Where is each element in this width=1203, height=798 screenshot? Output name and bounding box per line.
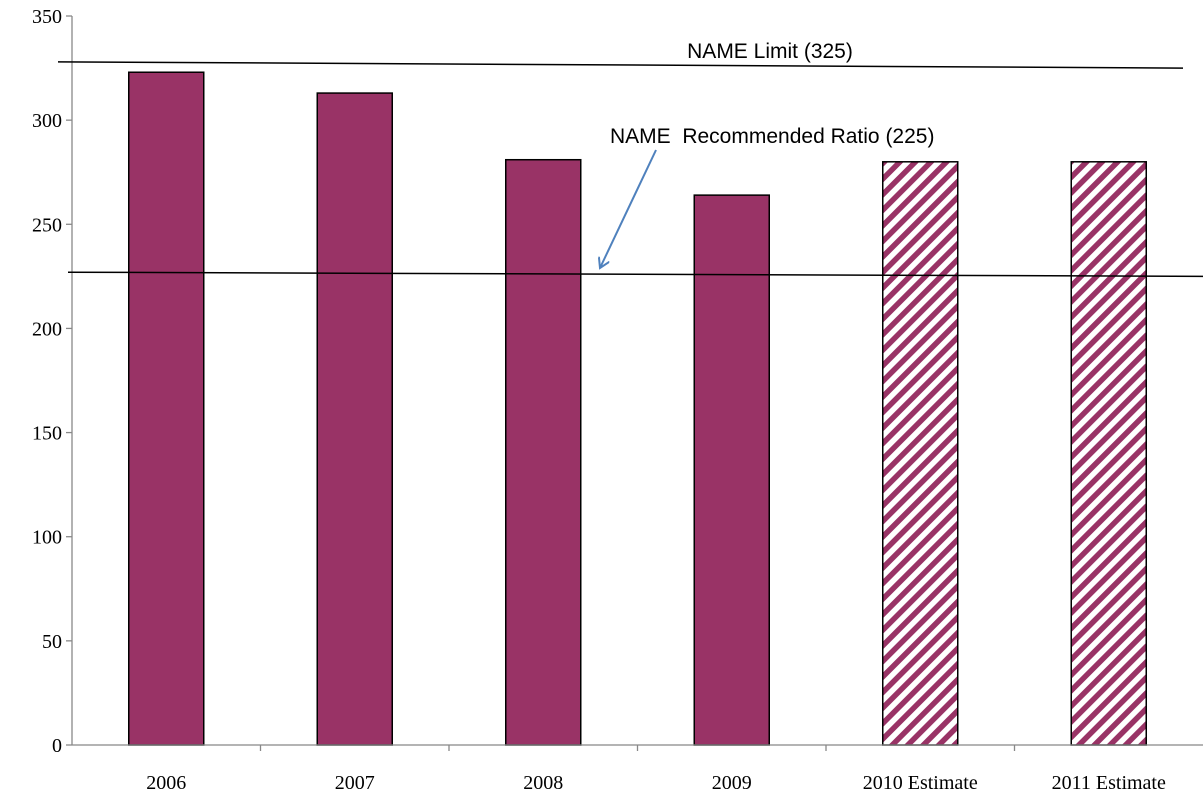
y-tick-label: 50 bbox=[42, 631, 62, 653]
x-tick-label: 2011 Estimate bbox=[1052, 772, 1166, 794]
x-tick-label: 2010 Estimate bbox=[863, 772, 978, 794]
annotation-arrow bbox=[600, 149, 657, 268]
y-tick-label: 350 bbox=[32, 6, 62, 28]
bar-2009 bbox=[693, 194, 770, 746]
bar-2006 bbox=[128, 71, 205, 746]
x-tick-label: 2008 bbox=[523, 772, 563, 794]
y-tick-label: 100 bbox=[32, 527, 62, 549]
limit-label: NAME Limit (325) bbox=[687, 40, 853, 63]
y-tick-label: 300 bbox=[32, 110, 62, 132]
y-tick-label: 0 bbox=[52, 735, 62, 757]
y-tick-label: 150 bbox=[32, 423, 62, 445]
bar-2007 bbox=[316, 92, 393, 746]
bar-2011-estimate bbox=[1070, 161, 1147, 746]
recommended-ratio-label: NAME Recommended Ratio (225) bbox=[610, 125, 934, 148]
bar-2010-estimate bbox=[882, 161, 959, 746]
x-tick-label: 2007 bbox=[335, 772, 375, 794]
x-tick-label: 2006 bbox=[146, 772, 186, 794]
y-tick-label: 200 bbox=[32, 318, 62, 340]
x-tick-label: 2009 bbox=[712, 772, 752, 794]
y-tick-label: 250 bbox=[32, 214, 62, 236]
limit-line bbox=[57, 61, 1184, 69]
recommended-ratio-line bbox=[67, 271, 1203, 278]
bar-2008 bbox=[505, 158, 582, 746]
